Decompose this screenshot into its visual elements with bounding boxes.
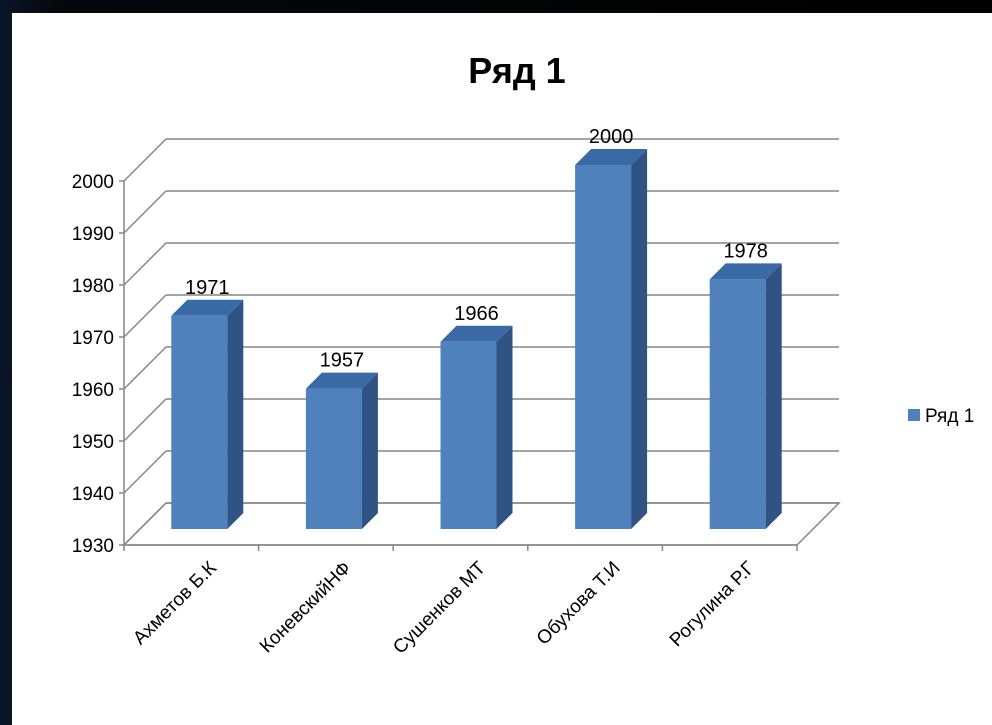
y-tick-label: 1970 <box>72 328 114 349</box>
legend-label: Ряд 1 <box>925 406 974 427</box>
gridline-side <box>123 346 167 390</box>
y-tick-label: 1980 <box>72 276 114 297</box>
bar-top <box>575 149 648 165</box>
gridline-side <box>123 138 167 182</box>
y-tick-label: 1960 <box>72 380 114 401</box>
bar-front <box>709 279 766 529</box>
y-tick-labels: 1930 1940 1950 1960 1970 1980 1990 2000 <box>72 172 114 557</box>
data-label: 1957 <box>320 350 365 372</box>
bar-side <box>496 325 513 529</box>
bar <box>575 149 648 529</box>
data-label: 1971 <box>185 277 230 299</box>
gridline-side <box>123 190 167 234</box>
bar-top <box>440 325 513 342</box>
bar-front <box>575 165 632 529</box>
data-labels: 1971 1957 1966 2000 1978 <box>185 126 768 372</box>
axes <box>119 180 798 551</box>
bars <box>171 149 782 529</box>
chart-panel: Ряд 1 1930 1940 1950 1960 1970 1980 1990 2000 1… <box>12 13 992 725</box>
bar-side <box>631 149 648 529</box>
data-label: 1978 <box>723 240 768 262</box>
bar-front <box>171 315 228 529</box>
category-label: Ахметов Б.К <box>129 558 221 650</box>
bar-side <box>227 299 244 529</box>
y-tick-label: 1990 <box>72 224 114 245</box>
gridline-side <box>123 398 167 442</box>
bar-side <box>361 372 378 529</box>
category-label: КоневскийНФ <box>256 558 356 658</box>
bar-top <box>171 299 244 316</box>
y-tick-label: 2000 <box>72 172 114 193</box>
bar <box>709 263 782 529</box>
bar-side <box>765 263 782 529</box>
bar-top <box>709 263 782 280</box>
category-labels: Ахметов Б.К КоневскийНФ Сушенков МТ Обухова… <box>129 557 759 658</box>
category-label: Сушенков МТ <box>389 557 490 658</box>
y-tick-label: 1930 <box>72 536 114 557</box>
chart-title: Ряд 1 <box>468 50 565 91</box>
bar <box>171 299 244 529</box>
category-label: Обухова Т.И <box>533 558 625 650</box>
bar-top <box>305 372 378 389</box>
bar <box>305 372 378 529</box>
y-tick-label: 1950 <box>72 432 114 453</box>
legend: Ряд 1 <box>908 406 974 427</box>
y-tick-label: 1940 <box>72 484 114 505</box>
legend-swatch <box>908 409 920 421</box>
bar <box>440 325 513 529</box>
bar-front <box>440 341 497 529</box>
gridline-side <box>123 242 167 286</box>
chart-area: Ряд 1 1930 1940 1950 1960 1970 1980 1990 2000 1… <box>72 50 975 658</box>
bar-front <box>305 388 362 529</box>
gridline-side <box>123 294 167 338</box>
data-label: 2000 <box>589 126 634 148</box>
data-label: 1966 <box>454 303 499 325</box>
category-label: Рогулина Р.Г <box>666 558 759 651</box>
gridline-side <box>123 502 167 546</box>
gridline-side <box>123 450 167 494</box>
